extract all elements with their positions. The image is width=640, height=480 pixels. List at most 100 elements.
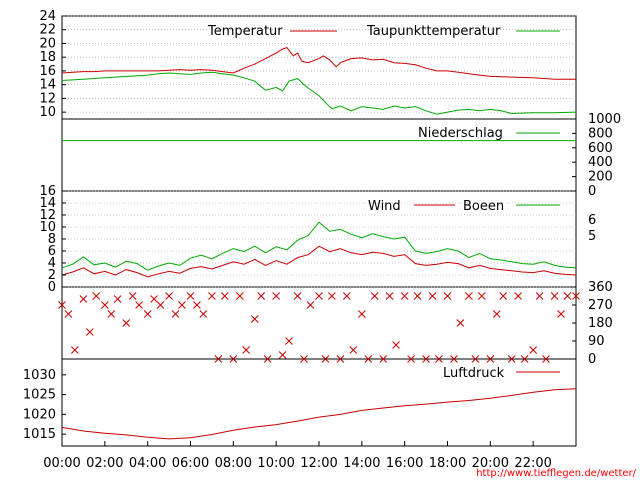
precipitation-y-tick-label: 0 bbox=[588, 184, 596, 199]
temperature-y-tick-label: 20 bbox=[39, 36, 56, 51]
marker-stroke bbox=[122, 319, 131, 327]
x-tick-label: 18:00 bbox=[429, 456, 466, 471]
marker-stroke bbox=[186, 292, 195, 300]
marker-stroke bbox=[100, 301, 109, 309]
wind-direction-y-tick-label: 0 bbox=[588, 352, 596, 367]
marker-stroke bbox=[349, 346, 358, 354]
marker-stroke bbox=[257, 292, 266, 300]
wind-direction-marker bbox=[471, 355, 480, 363]
wind-direction-marker bbox=[208, 292, 216, 300]
marker-stroke bbox=[64, 310, 73, 318]
wind-direction-marker bbox=[357, 310, 366, 318]
wind-direction-marker bbox=[327, 292, 336, 300]
marker-stroke bbox=[499, 292, 508, 300]
wind-y-tick-label: 12 bbox=[39, 208, 56, 223]
temperature-y-tick-label: 16 bbox=[39, 64, 56, 79]
precipitation-y-tick-label: 200 bbox=[588, 170, 613, 185]
wind-direction-marker bbox=[178, 301, 186, 309]
marker-stroke bbox=[315, 292, 323, 300]
marker-stroke bbox=[507, 355, 516, 363]
marker-stroke bbox=[250, 315, 259, 323]
marker-stroke bbox=[542, 355, 550, 363]
wind-direction-marker bbox=[450, 355, 458, 363]
marker-stroke bbox=[514, 292, 523, 300]
precipitation-y-tick-label: 400 bbox=[588, 155, 613, 170]
temperature-y-tick-label: 22 bbox=[39, 23, 56, 38]
marker-stroke bbox=[208, 292, 216, 300]
wind-direction-marker bbox=[186, 292, 195, 300]
pressure-y-tick-label: 1025 bbox=[23, 388, 56, 403]
wind-direction-marker bbox=[122, 319, 131, 327]
wind-direction-y-tick-label: 180 bbox=[588, 316, 613, 331]
pressure-series-luftdruck bbox=[61, 388, 577, 440]
wind-direction-marker bbox=[370, 292, 379, 300]
wind-direction-marker bbox=[193, 301, 201, 309]
legend-label-boeen: Boeen bbox=[463, 199, 504, 214]
temperature-series-taupunkttemperatur bbox=[61, 71, 577, 115]
wind-y-tick-label: 2 bbox=[48, 268, 56, 283]
wind-direction-marker bbox=[572, 292, 580, 300]
wind-y-tick-label: 14 bbox=[39, 196, 56, 211]
wind-direction-marker bbox=[336, 355, 345, 363]
wind-direction-marker bbox=[407, 355, 415, 363]
wind-direction-marker bbox=[443, 292, 452, 300]
wind-direction-marker bbox=[392, 341, 400, 349]
pressure-y-tick-label: 1015 bbox=[23, 427, 56, 442]
wind-direction-marker bbox=[79, 295, 88, 303]
wind-direction-marker bbox=[315, 292, 323, 300]
x-tick-label: 20:00 bbox=[472, 456, 509, 471]
wind-direction-marker bbox=[107, 310, 116, 318]
x-tick-label: 14:00 bbox=[343, 456, 380, 471]
wind-direction-marker bbox=[306, 301, 315, 309]
marker-stroke bbox=[293, 292, 302, 300]
wind-direction-marker bbox=[499, 292, 508, 300]
marker-stroke bbox=[557, 310, 565, 318]
marker-stroke bbox=[520, 355, 529, 363]
wind-direction-marker bbox=[272, 292, 281, 300]
marker-stroke bbox=[92, 292, 101, 300]
marker-stroke bbox=[272, 292, 281, 300]
wind-direction-marker bbox=[257, 292, 266, 300]
wind-legend: Wind Boeen bbox=[368, 199, 560, 214]
wind-direction-marker bbox=[135, 301, 143, 309]
precipitation-legend: Niederschlag bbox=[418, 126, 560, 141]
marker-stroke bbox=[143, 310, 152, 318]
wind-direction-marker bbox=[278, 351, 287, 359]
temperature-legend: Temperatur Taupunkttemperatur bbox=[207, 24, 560, 39]
wind-y-tick-label: 6 bbox=[48, 244, 56, 259]
wind-y-tick-label: 0 bbox=[48, 280, 56, 295]
marker-stroke bbox=[300, 355, 308, 363]
wind-right-label-1: 6 bbox=[588, 213, 596, 228]
wind-direction-marker bbox=[400, 292, 409, 300]
marker-stroke bbox=[443, 292, 452, 300]
marker-stroke bbox=[342, 292, 351, 300]
wind-direction-marker bbox=[435, 355, 443, 363]
marker-stroke bbox=[364, 355, 373, 363]
marker-stroke bbox=[572, 292, 580, 300]
x-tick-label: 02:00 bbox=[86, 456, 123, 471]
wind-right-label-2: 5 bbox=[588, 229, 596, 244]
marker-stroke bbox=[242, 346, 251, 354]
marker-stroke bbox=[392, 341, 400, 349]
precipitation-y-tick-label: 1000 bbox=[588, 112, 621, 127]
wind-direction-marker bbox=[379, 355, 388, 363]
marker-stroke bbox=[178, 301, 186, 309]
wind-y-tick-label: 4 bbox=[48, 256, 56, 271]
wind-direction-marker bbox=[128, 292, 137, 300]
marker-stroke bbox=[336, 355, 345, 363]
marker-stroke bbox=[70, 346, 79, 354]
wind-direction-marker bbox=[250, 315, 259, 323]
marker-stroke bbox=[156, 301, 165, 309]
pressure-y-tick-label: 1030 bbox=[23, 368, 56, 383]
marker-stroke bbox=[135, 301, 143, 309]
marker-stroke bbox=[465, 292, 473, 300]
wind-direction-marker bbox=[514, 292, 523, 300]
pressure-legend: Luftdruck bbox=[443, 366, 560, 381]
legend-label-luftdruck: Luftdruck bbox=[443, 366, 505, 381]
marker-stroke bbox=[199, 310, 208, 318]
marker-stroke bbox=[235, 292, 244, 300]
marker-stroke bbox=[327, 292, 336, 300]
marker-stroke bbox=[220, 292, 229, 300]
x-tick-label: 00:00 bbox=[43, 456, 80, 471]
wind-direction-marker bbox=[64, 310, 73, 318]
